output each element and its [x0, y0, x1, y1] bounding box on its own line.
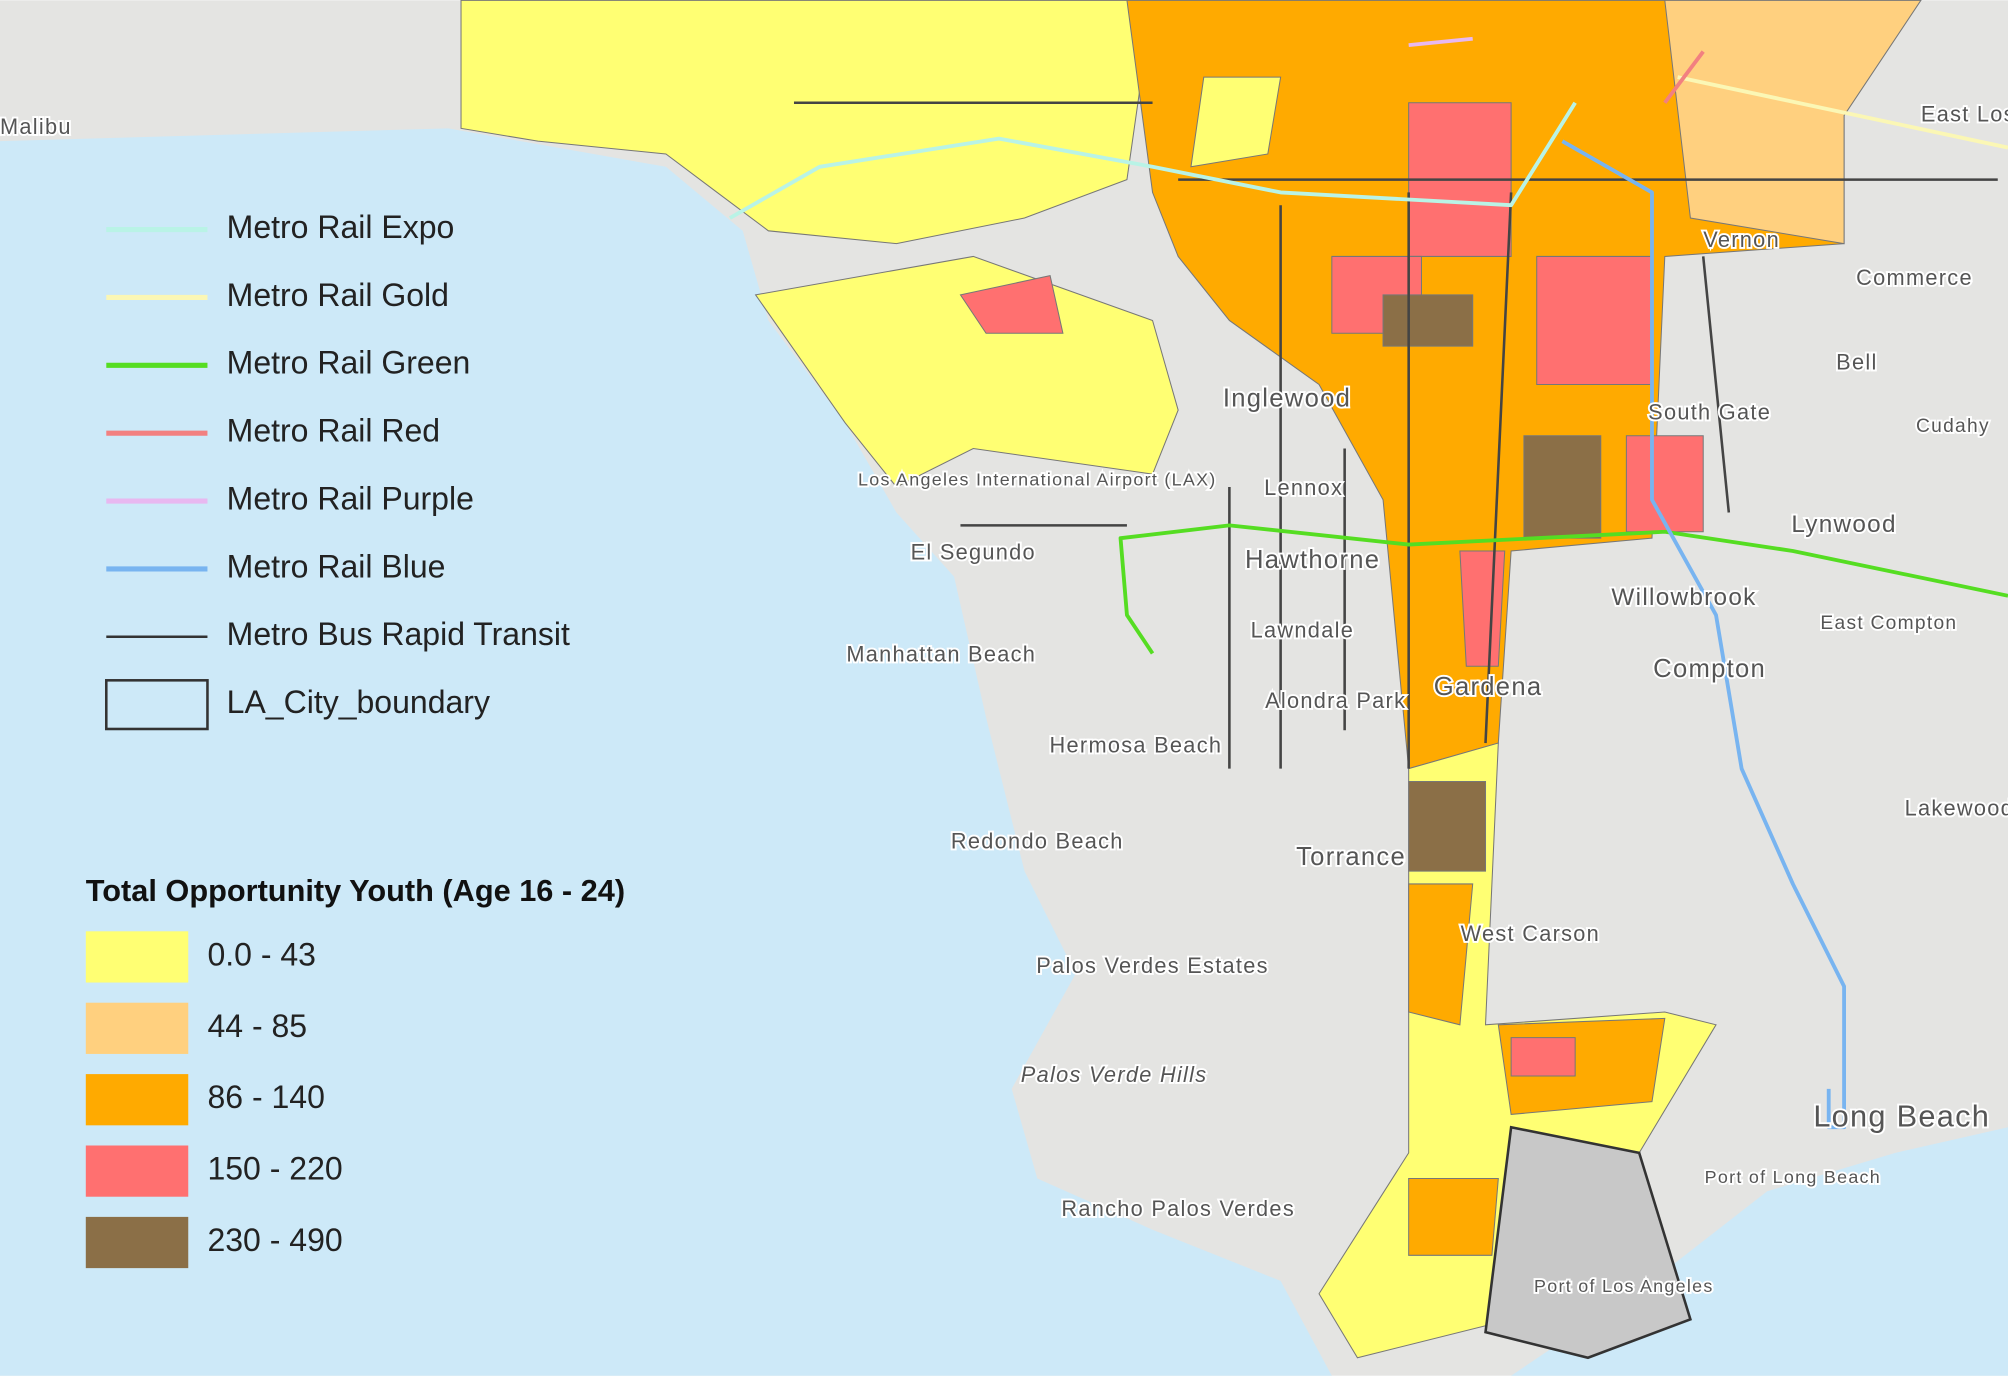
place-label: Willowbrook — [1611, 584, 1756, 611]
area — [959, 275, 1064, 334]
place-label: Torrance — [1296, 843, 1406, 871]
choropleth-title: Total Opportunity Youth (Age 16 - 24) — [86, 873, 625, 908]
area — [460, 0, 1154, 245]
area — [1523, 435, 1602, 539]
place-label: Port of Long Beach — [1705, 1167, 1881, 1187]
legend-label: Metro Rail Green — [227, 345, 471, 381]
place-label: Hermosa Beach — [1050, 733, 1223, 758]
place-label: Commerce — [1856, 265, 1973, 290]
legend-label: Metro Rail Expo — [227, 209, 455, 245]
place-label: East Compton — [1820, 613, 1957, 634]
legend: Metro Rail Expo Metro Rail Gold Metro Rail… — [85, 209, 570, 1269]
place-label: Lawndale — [1251, 617, 1354, 642]
class-label: 150 - 220 — [207, 1151, 342, 1187]
gold-line — [1677, 75, 2008, 150]
place-label: Redondo Beach — [951, 829, 1124, 854]
place-label: Rancho Palos Verdes — [1061, 1196, 1295, 1221]
area — [1190, 76, 1282, 168]
area — [1408, 780, 1487, 872]
place-label: Palos Verde Hills — [1021, 1062, 1208, 1087]
legend-label: Metro Rail Blue — [227, 548, 446, 584]
place-label: Los Angeles International Airport (LAX) — [858, 469, 1217, 489]
class-swatch — [85, 1216, 189, 1269]
place-label: Long Beach — [1813, 1098, 1990, 1133]
class-label: 0.0 - 43 — [207, 936, 316, 972]
port — [1484, 1125, 1692, 1360]
place-label: Compton — [1653, 655, 1766, 683]
area — [1408, 1177, 1499, 1256]
place-labels: Malibu Inglewood Lennox Hawthorne El Seg… — [0, 99, 2008, 1298]
place-label: Lennox — [1264, 475, 1343, 500]
blue-line — [1561, 139, 1847, 1130]
class-swatch — [85, 1074, 189, 1126]
place-label: Manhattan Beach — [846, 642, 1036, 667]
place-label: Lynwood — [1791, 511, 1896, 538]
place-label: South Gate — [1648, 400, 1771, 425]
place-label: Malibu — [0, 114, 72, 139]
ocean — [0, 128, 1332, 1376]
place-label: Alondra Park — [1265, 688, 1406, 713]
place-label: El Segundo — [911, 539, 1036, 564]
bus-route — [793, 101, 1998, 769]
area — [1625, 435, 1704, 533]
place-label: Gardena — [1434, 673, 1543, 701]
place-label: Bell — [1836, 350, 1877, 375]
purple-line — [1408, 36, 1473, 48]
place-label: West Carson — [1461, 921, 1600, 946]
place-label: Hawthorne — [1245, 546, 1380, 574]
area — [1408, 883, 1474, 1026]
legend-label: Metro Rail Purple — [227, 480, 474, 516]
place-label: Lakewood — [1905, 795, 2008, 820]
area — [1382, 294, 1474, 347]
place-label: Palos Verdes Estates — [1036, 953, 1269, 978]
place-label: East Los Angeles — [1921, 101, 2008, 126]
place-label: Cudahy — [1916, 416, 1990, 437]
expo-line — [728, 101, 1577, 220]
red-line — [1663, 50, 1705, 104]
area — [1459, 550, 1506, 667]
class-label: 44 - 85 — [207, 1008, 307, 1044]
green-line — [1118, 523, 2008, 655]
class-swatch — [85, 1002, 189, 1054]
class-label: 86 - 140 — [207, 1079, 324, 1115]
legend-label: LA_City_boundary — [227, 684, 490, 720]
place-label: Inglewood — [1223, 385, 1351, 413]
legend-label: Metro Bus Rapid Transit — [227, 616, 570, 652]
place-label: Port of Los Angeles — [1534, 1276, 1714, 1296]
area — [1536, 255, 1653, 386]
class-swatch — [85, 931, 189, 983]
class-swatch — [85, 1145, 189, 1197]
area — [754, 255, 1179, 488]
legend-label: Metro Rail Gold — [227, 277, 449, 313]
legend-swatch — [105, 679, 209, 731]
legend-label: Metro Rail Red — [227, 413, 440, 449]
place-label: Vernon — [1703, 227, 1780, 252]
area — [1510, 1037, 1576, 1077]
routes — [728, 36, 2008, 1130]
class-label: 230 - 490 — [207, 1222, 342, 1258]
